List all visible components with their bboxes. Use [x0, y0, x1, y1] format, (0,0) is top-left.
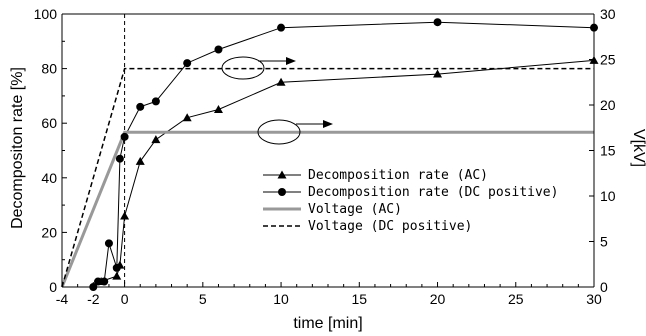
- annotations-layer: [221, 56, 333, 145]
- legend: Decomposition rate (AC) Decomposition ra…: [263, 168, 558, 234]
- data-point-dc-rate: [100, 277, 109, 286]
- x-tick-label: 0: [121, 291, 129, 307]
- data-point-ac-rate: [120, 211, 130, 220]
- x-tick-label: 10: [273, 291, 289, 307]
- y2-tick-label: 5: [600, 234, 608, 250]
- legend-label-ac-rate: Decomposition rate (AC): [308, 168, 488, 183]
- y-tick-label: 100: [34, 6, 58, 22]
- x-tick-label: 30: [586, 291, 602, 307]
- data-point-ac-rate: [433, 69, 443, 78]
- legend-marker-circle: [278, 188, 286, 196]
- data-point-dc-rate: [112, 263, 121, 272]
- legend-label-dc-voltage: Voltage (DC positive): [308, 219, 472, 234]
- y-tick-label: 20: [41, 224, 57, 240]
- data-point-dc-rate: [136, 102, 145, 111]
- data-point-dc-rate: [214, 45, 223, 54]
- markers-layer: [89, 18, 599, 291]
- data-point-dc-rate: [115, 154, 124, 163]
- data-point-dc-rate: [151, 97, 160, 106]
- y2-tick-label: 30: [600, 6, 616, 22]
- dc-voltage-axis-indicator-ellipse: [221, 56, 265, 80]
- y-tick-label: 80: [41, 61, 57, 77]
- y2-tick-label: 20: [600, 97, 616, 113]
- legend-label-ac-voltage: Voltage (AC): [308, 202, 402, 217]
- data-point-ac-rate: [135, 156, 145, 165]
- series-line-dc-voltage: [61, 67, 594, 288]
- data-point-dc-rate: [93, 277, 102, 286]
- data-point-dc-rate: [433, 18, 442, 27]
- x-tick-label: 20: [430, 291, 446, 307]
- data-point-ac-rate: [213, 105, 223, 114]
- series-layer: [60, 21, 595, 288]
- x-tick-label: -4: [56, 291, 69, 307]
- y2-tick-label: 10: [600, 188, 616, 204]
- y2-tick-label: 15: [600, 143, 616, 159]
- data-point-dc-rate: [183, 59, 192, 68]
- y-tick-label: 0: [49, 279, 57, 295]
- data-point-dc-rate: [104, 239, 113, 248]
- data-point-dc-rate: [277, 23, 286, 32]
- ac-voltage-axis-indicator-ellipse: [257, 119, 301, 145]
- y-tick-label: 40: [41, 170, 57, 186]
- y-axis-title: Decompositon rate [%]: [9, 67, 26, 229]
- data-point-ac-rate: [112, 271, 122, 280]
- data-point-ac-rate: [276, 77, 286, 86]
- y-tick-label: 60: [41, 115, 57, 131]
- x-tick-label: 25: [508, 291, 524, 307]
- legend-marker-triangle: [277, 170, 287, 179]
- series-line-ac-voltage: [60, 130, 594, 288]
- data-point-ac-rate: [151, 135, 161, 144]
- x-tick-label: 15: [352, 291, 368, 307]
- legend-label-dc-rate: Decomposition rate (DC positive): [308, 185, 558, 200]
- data-point-ac-rate: [182, 113, 192, 122]
- y2-axis-title: V[kV]: [630, 129, 646, 167]
- y2-tick-label: 25: [600, 52, 616, 68]
- y2-tick-label: 0: [600, 279, 608, 295]
- dc-voltage-axis-indicator-arrow-head: [286, 57, 296, 65]
- x-axis-title: time [min]: [293, 315, 362, 332]
- series-line-dc-rate: [92, 21, 595, 288]
- x-tick-label: 5: [199, 291, 207, 307]
- ac-voltage-axis-indicator-arrow-head: [323, 120, 333, 128]
- x-tick-label: -2: [87, 291, 100, 307]
